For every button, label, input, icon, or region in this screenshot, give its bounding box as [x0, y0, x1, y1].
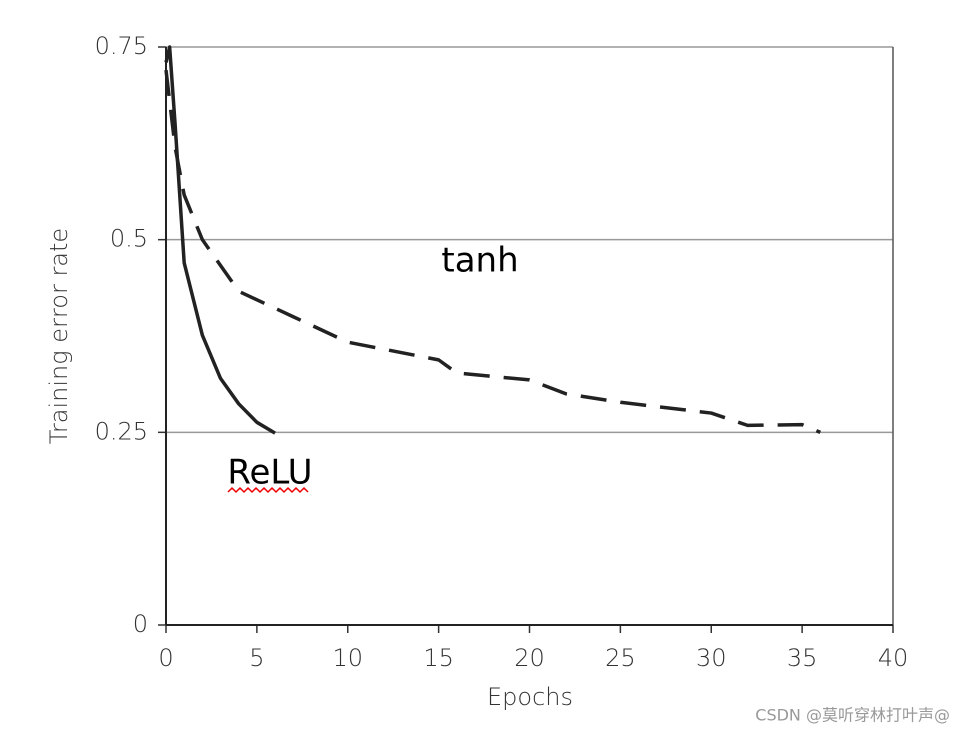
- series-annotation: ReLU: [227, 453, 312, 493]
- x-tick-label: 10: [332, 644, 363, 672]
- y-tick-label: 0: [133, 610, 148, 638]
- x-tick-label: 5: [249, 644, 264, 672]
- y-axis-label: Training error rate: [45, 228, 73, 444]
- y-tick-label: 0.5: [110, 225, 148, 253]
- x-tick-label: 40: [878, 644, 909, 672]
- watermark: CSDN @莫听穿林打叶声@: [755, 706, 950, 725]
- y-tick-label: 0.75: [95, 32, 148, 60]
- x-tick-label: 0: [158, 644, 173, 672]
- x-tick-label: 15: [423, 644, 454, 672]
- x-axis-label: Epochs: [487, 683, 573, 711]
- x-tick-label: 35: [787, 644, 818, 672]
- series-line: [164, 69, 821, 434]
- series-annotation: tanh: [441, 241, 518, 281]
- x-tick-label: 25: [605, 644, 636, 672]
- x-tick-label: 20: [514, 644, 545, 672]
- spellcheck-underline: [227, 486, 309, 494]
- series-line: [164, 45, 276, 435]
- x-tick-label: 30: [696, 644, 727, 672]
- y-tick-label: 0.25: [95, 417, 148, 445]
